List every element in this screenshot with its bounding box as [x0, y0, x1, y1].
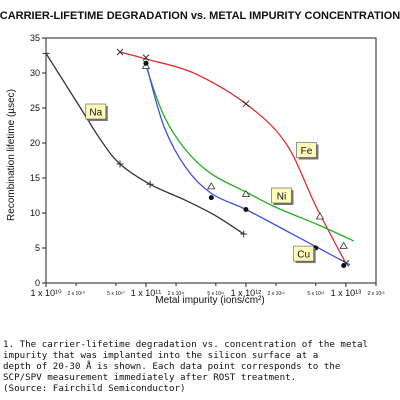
- y-tick-label: 15: [30, 173, 40, 183]
- series-markers: [42, 48, 350, 268]
- x-tick-label: 1 x 10¹¹: [131, 288, 162, 298]
- data-point-na: [42, 49, 50, 57]
- plot-frame: [45, 37, 377, 284]
- data-point-na: [116, 160, 124, 168]
- data-point-cu: [208, 195, 214, 201]
- data-point-ni: [339, 241, 348, 249]
- chart: CARRIER-LIFETIME DEGRADATION vs. METAL I…: [0, 10, 400, 306]
- x-minor-tick-label: 2 x 10¹²: [268, 291, 285, 297]
- data-point-fe: [116, 48, 124, 56]
- data-point-cu: [243, 207, 249, 212]
- y-tick-label: 35: [30, 33, 40, 43]
- chart-title: CARRIER-LIFETIME DEGRADATION vs. METAL I…: [0, 10, 400, 22]
- data-point-na: [146, 180, 154, 188]
- data-point-na: [240, 230, 248, 238]
- data-point-cu: [341, 263, 347, 268]
- x-minor-tick-label: 5 x 10¹²: [307, 291, 324, 297]
- data-point-fe: [242, 100, 250, 108]
- series-label-ni: Ni: [277, 192, 286, 203]
- data-point-ni: [315, 212, 325, 220]
- y-axis-label: Recombination lifetime (µsec): [6, 89, 17, 221]
- x-tick-label: 1 x 10¹³: [331, 288, 362, 298]
- axes: 0 5 10 15 20 25 30 35 1 x 10¹⁰ 1 x 10¹¹ 1 x 10¹² 1 …: [30, 33, 385, 298]
- y-tick-label: 25: [30, 103, 40, 113]
- y-tick-label: 20: [30, 138, 40, 148]
- series-line-na: [45, 53, 245, 235]
- series-line-ni: [145, 65, 355, 242]
- y-tick-label: 5: [35, 243, 40, 253]
- series-label-box-cu: [293, 245, 314, 262]
- x-minor-tick-label: 2 x 10¹³: [368, 291, 385, 297]
- data-point-ni: [241, 189, 251, 197]
- series-label-na: Na: [89, 108, 102, 119]
- y-tick-label: 30: [30, 68, 40, 78]
- data-point-ni: [207, 182, 216, 190]
- data-point-fe: [142, 54, 150, 61]
- data-point-cu: [143, 60, 149, 66]
- series-label-box-ni: [271, 187, 292, 204]
- series-label-box-na: [85, 103, 107, 120]
- x-minor-tick-label: 5 x 10¹⁰: [107, 291, 124, 297]
- series-label-box-fe: [296, 142, 317, 158]
- series-label-fe: Fe: [301, 146, 313, 157]
- x-axis-label: Metal impurity (ions/cm²): [155, 295, 264, 306]
- x-tick-label: 1 x 10¹²: [231, 288, 262, 298]
- series-line-cu: [145, 63, 351, 266]
- x-minor-tick-label: 2 x 10¹⁰: [67, 291, 84, 297]
- figure-caption: 1. The carrier-lifetime degradation vs. …: [3, 339, 369, 394]
- x-tick-label: 1 x 10¹⁰: [30, 288, 62, 298]
- series-label-cu: Cu: [297, 250, 310, 261]
- y-tick-label: 10: [30, 208, 40, 218]
- x-minor-tick-label: 2 x 10¹¹: [168, 291, 185, 297]
- x-minor-tick-label: 5 x 10¹¹: [207, 291, 224, 297]
- series-labels: Na Fe Ni Cu: [85, 103, 319, 264]
- y-tick-label: 0: [35, 278, 40, 288]
